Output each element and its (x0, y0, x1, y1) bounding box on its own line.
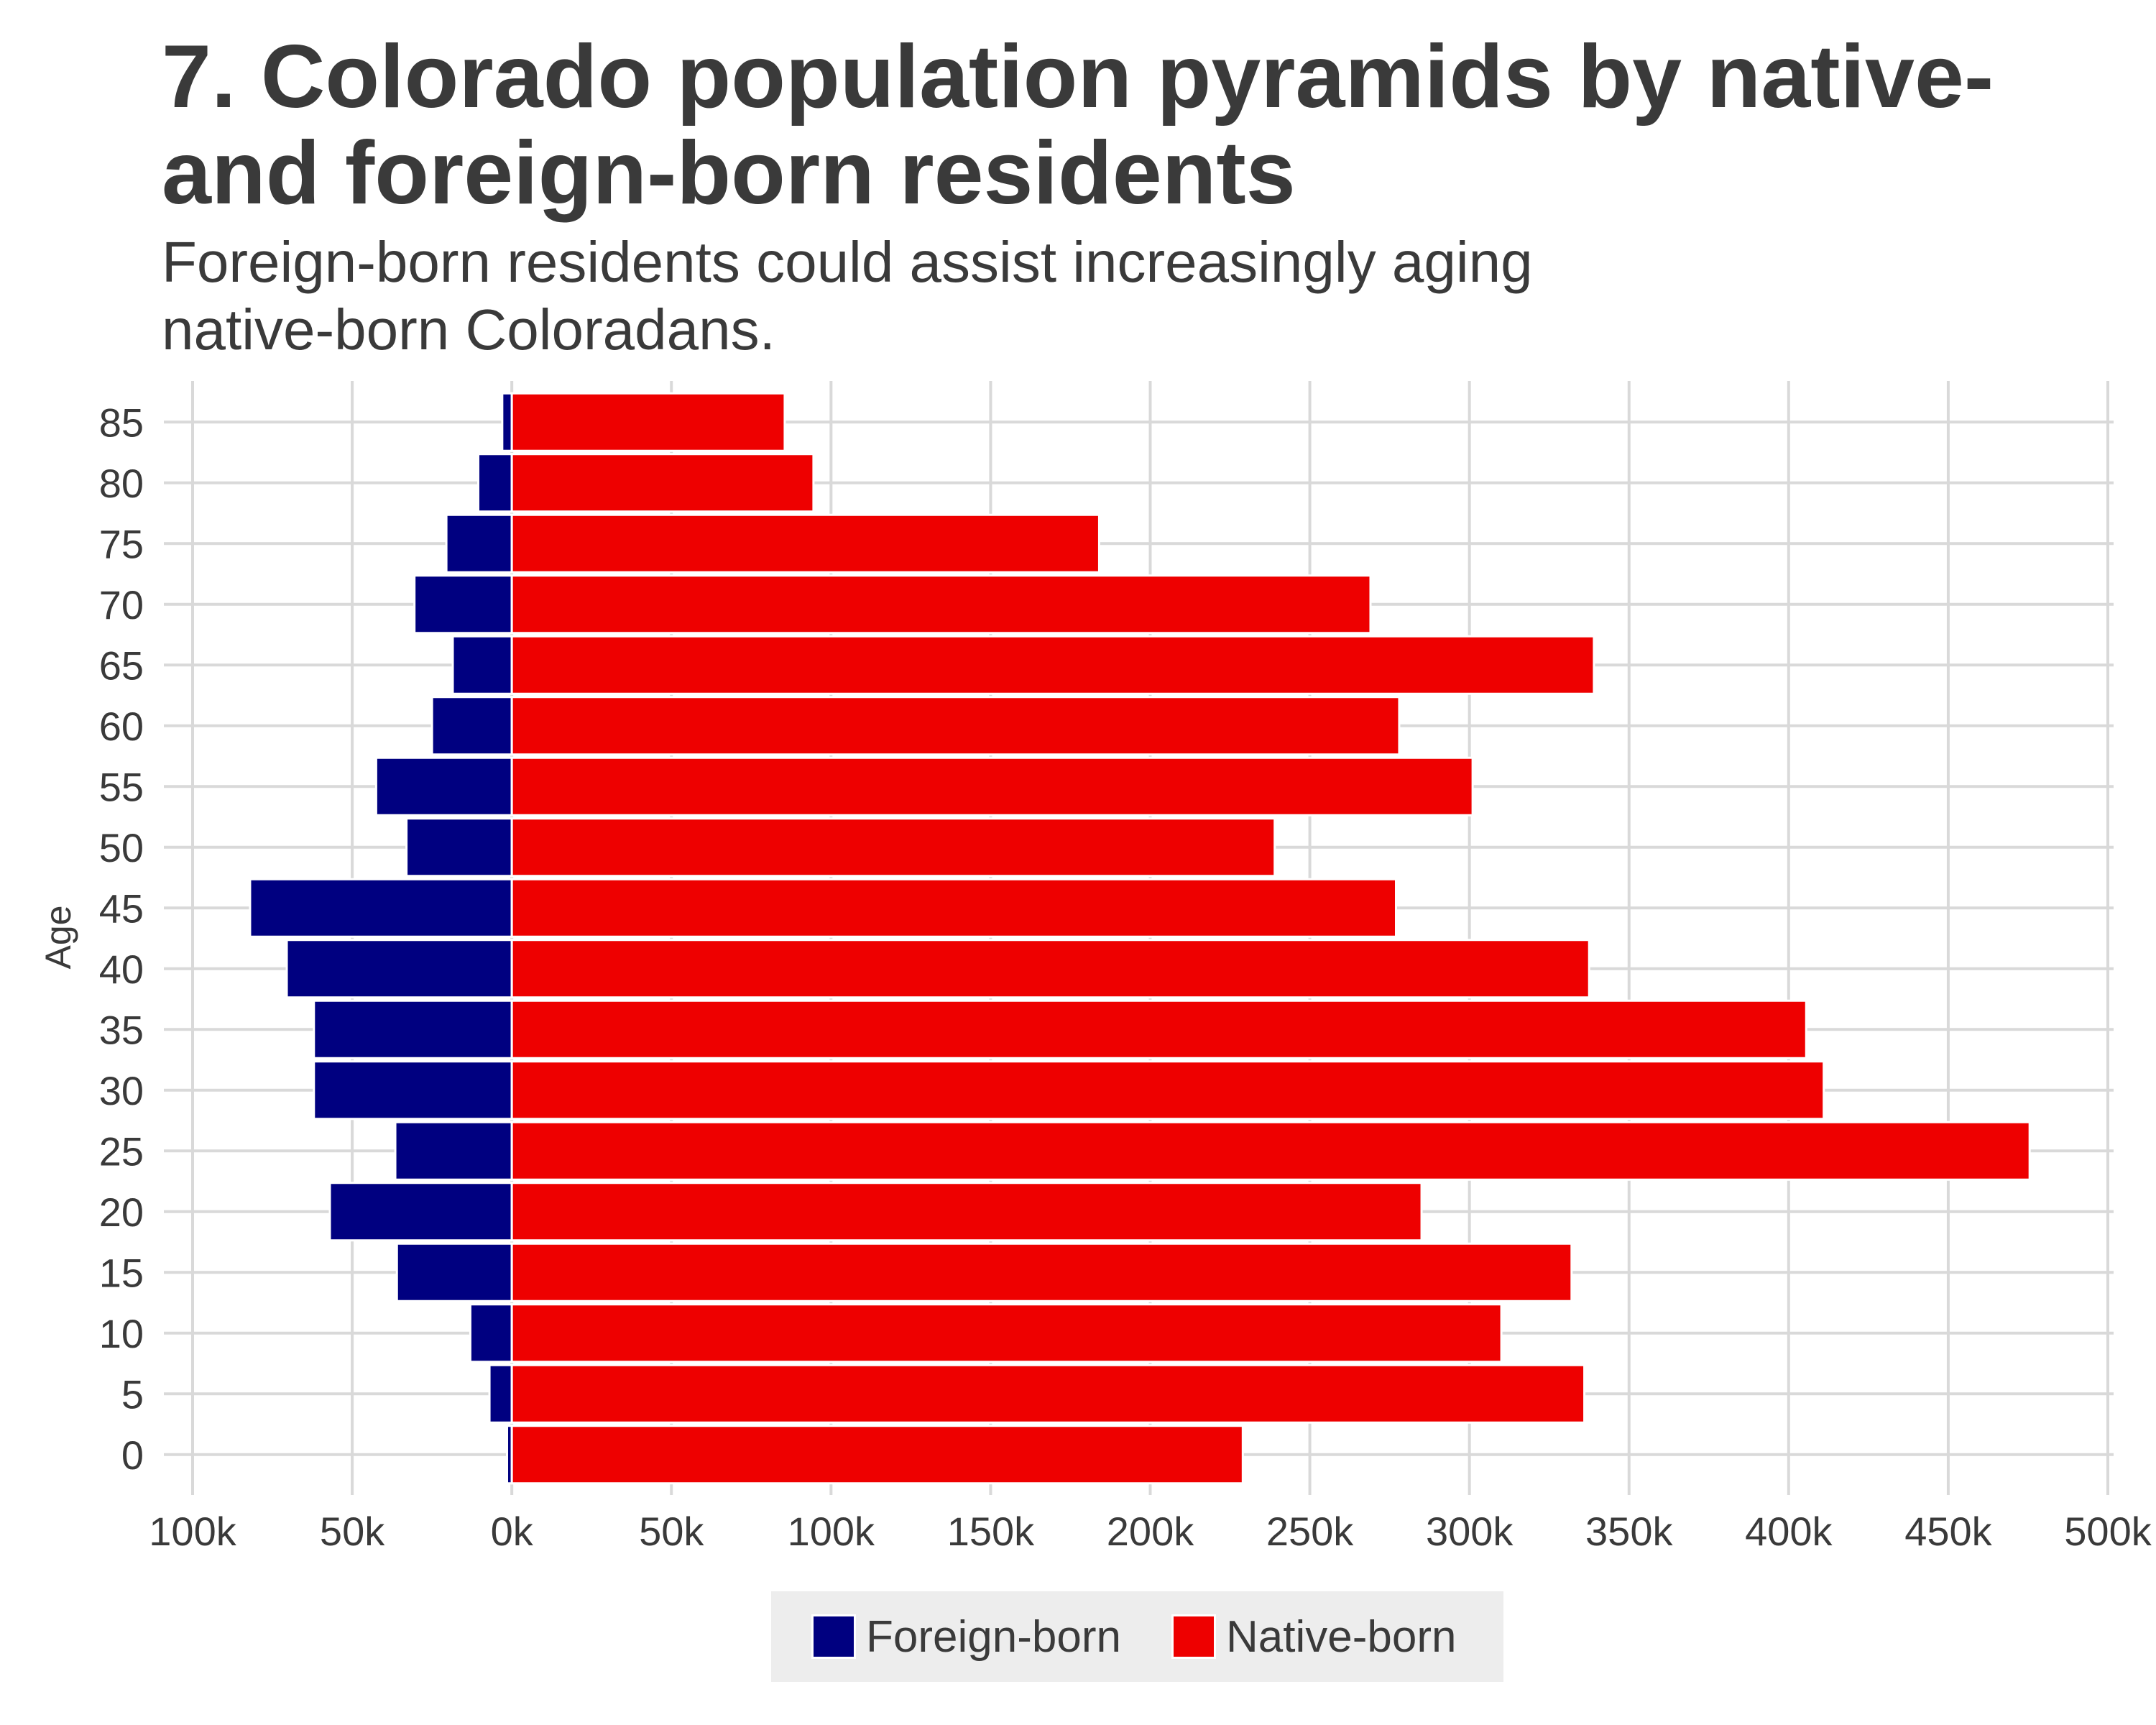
y-tick-label-70: 70 (99, 582, 144, 627)
bar-native-born-age-25 (510, 1121, 2031, 1181)
bar-foreign-born-age-70 (413, 574, 513, 635)
bar-foreign-born-age-5 (488, 1363, 513, 1424)
bar-foreign-born-age-85 (501, 392, 513, 452)
bar-foreign-born-age-50 (405, 817, 513, 878)
bar-foreign-born-age-35 (313, 999, 513, 1059)
bar-foreign-born-age-25 (394, 1121, 513, 1181)
bar-foreign-born-age-75 (445, 513, 513, 574)
y-axis-label: Age (38, 906, 78, 970)
chart-title: 7. Colorado population pyramids by nativ… (162, 27, 1994, 223)
bar-native-born-age-0 (510, 1425, 1244, 1485)
y-tick-label-55: 55 (99, 764, 144, 809)
y-tick-label-30: 30 (99, 1068, 144, 1113)
legend-label-foreign-born: Foreign-born (866, 1611, 1121, 1662)
bar-native-born-age-35 (510, 999, 1807, 1059)
y-tick-label-60: 60 (99, 704, 144, 749)
bar-native-born-age-5 (510, 1363, 1586, 1424)
x-tick-label-7: 250k (1266, 1509, 1354, 1554)
x-tick-label-12: 500k (2064, 1509, 2152, 1554)
x-tick-label-11: 450k (1904, 1509, 1992, 1554)
y-tick-label-5: 5 (121, 1371, 144, 1417)
bar-native-born-age-60 (510, 696, 1401, 756)
x-tick-label-4: 100k (788, 1509, 875, 1554)
x-tick-label-6: 200k (1107, 1509, 1194, 1554)
bar-native-born-age-80 (510, 453, 815, 513)
x-tick-label-5: 150k (947, 1509, 1035, 1554)
legend-swatch-native-born (1171, 1614, 1216, 1659)
x-tick-label-10: 400k (1745, 1509, 1833, 1554)
x-tick-label-2: 0k (491, 1509, 534, 1554)
x-axis-ticks: 100k 50k 0k 50k 100k 150k 200k 250k 300k 350k 400k… (149, 1509, 2152, 1554)
y-tick-label-20: 20 (99, 1190, 144, 1235)
bars (249, 392, 2031, 1485)
y-tick-label-35: 35 (99, 1007, 144, 1052)
legend-item-native-born: Native-born (1171, 1611, 1457, 1662)
bar-foreign-born-age-65 (451, 635, 513, 695)
y-tick-label-0: 0 (121, 1432, 144, 1478)
population-pyramid-chart: 0 5 10 15 20 25 30 35 40 45 50 55 60 65 70 75 80 85 100k 5… (38, 381, 2152, 1554)
bar-foreign-born-age-30 (313, 1060, 513, 1121)
bar-foreign-born-age-10 (469, 1303, 513, 1363)
bar-foreign-born-age-20 (328, 1182, 513, 1242)
y-tick-label-45: 45 (99, 886, 144, 931)
bar-native-born-age-65 (510, 635, 1595, 695)
y-tick-label-50: 50 (99, 825, 144, 870)
x-tick-label-8: 300k (1426, 1509, 1514, 1554)
bar-native-born-age-85 (510, 392, 786, 452)
bar-native-born-age-70 (510, 574, 1372, 635)
bar-native-born-age-75 (510, 513, 1100, 574)
x-tick-label-0: 100k (149, 1509, 236, 1554)
bar-native-born-age-40 (510, 939, 1590, 999)
y-tick-label-25: 25 (99, 1128, 144, 1174)
bar-native-born-age-55 (510, 756, 1474, 816)
x-tick-label-3: 50k (639, 1509, 704, 1554)
y-tick-label-85: 85 (99, 400, 144, 445)
bar-foreign-born-age-15 (395, 1242, 513, 1302)
y-tick-label-15: 15 (99, 1250, 144, 1295)
y-axis-ticks: 0 5 10 15 20 25 30 35 40 45 50 55 60 65 70 75 80 85 (99, 400, 144, 1478)
bar-native-born-age-45 (510, 878, 1398, 938)
bar-native-born-age-30 (510, 1060, 1825, 1121)
y-tick-label-65: 65 (99, 643, 144, 688)
y-tick-label-10: 10 (99, 1311, 144, 1356)
bar-native-born-age-20 (510, 1182, 1423, 1242)
bar-foreign-born-age-45 (249, 878, 513, 938)
bar-native-born-age-10 (510, 1303, 1503, 1363)
bar-native-born-age-15 (510, 1242, 1573, 1302)
bar-foreign-born-age-60 (430, 696, 513, 756)
bar-foreign-born-age-80 (477, 453, 513, 513)
x-tick-label-1: 50k (320, 1509, 385, 1554)
y-tick-label-40: 40 (99, 947, 144, 992)
legend-swatch-foreign-born (811, 1614, 856, 1659)
bar-foreign-born-age-55 (374, 756, 513, 816)
legend-label-native-born: Native-born (1226, 1611, 1457, 1662)
bar-foreign-born-age-40 (285, 939, 513, 999)
y-tick-label-75: 75 (99, 521, 144, 566)
chart-subtitle: Foreign-born residents could assist incr… (162, 230, 1533, 362)
bar-native-born-age-50 (510, 817, 1276, 878)
x-tick-label-9: 350k (1585, 1509, 1673, 1554)
legend: Foreign-born Native-born (771, 1591, 1503, 1682)
y-tick-label-80: 80 (99, 461, 144, 506)
legend-item-foreign-born: Foreign-born (811, 1611, 1121, 1662)
